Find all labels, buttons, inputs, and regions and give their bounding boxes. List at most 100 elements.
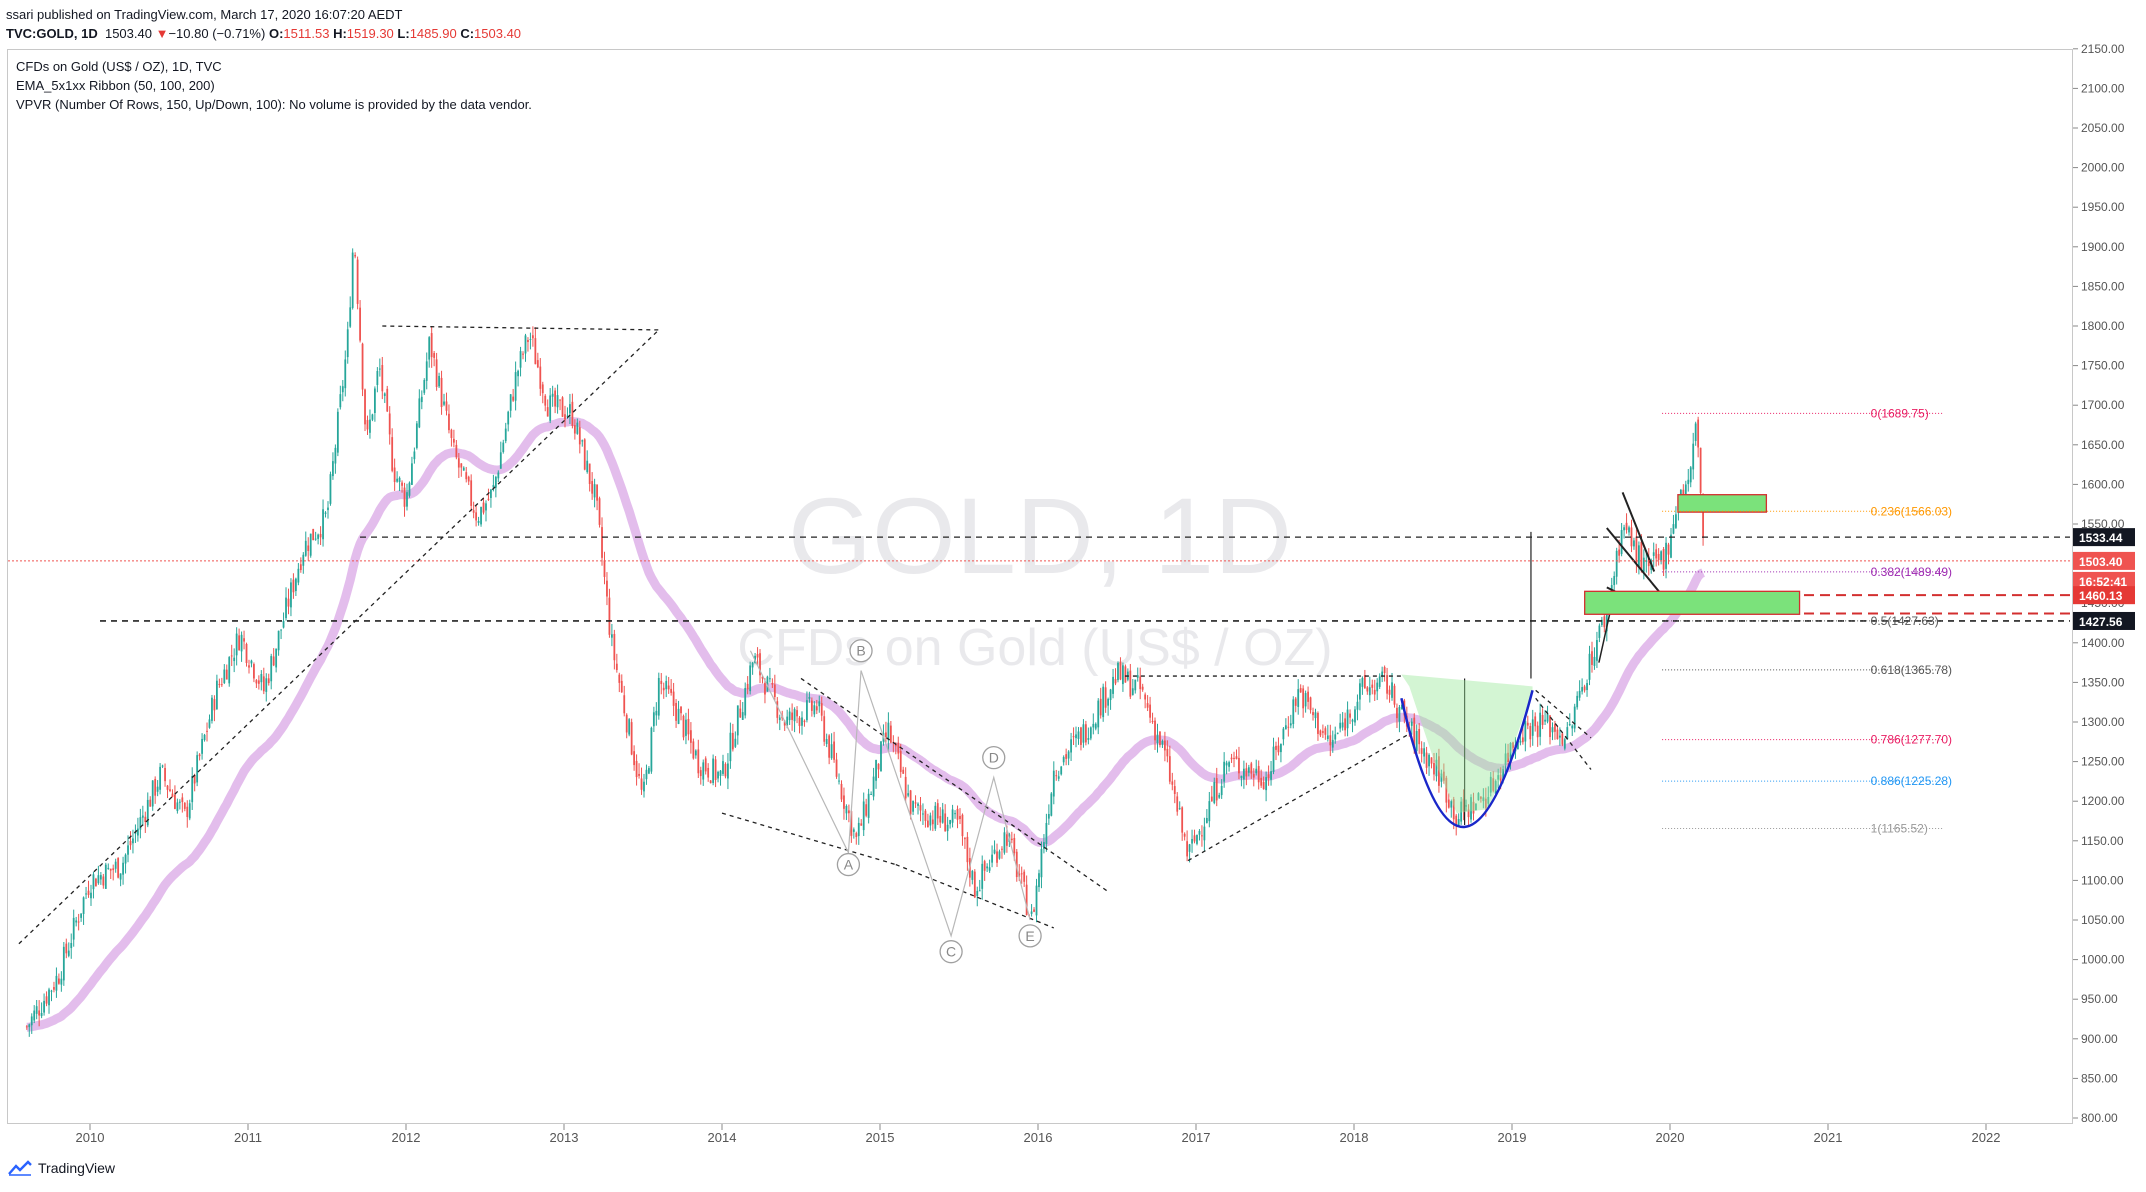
candle-body bbox=[1262, 782, 1265, 790]
candle-body bbox=[1238, 757, 1240, 774]
candle-body bbox=[1055, 775, 1058, 777]
candle-body bbox=[1415, 731, 1418, 751]
price-tick-label: 1650.00 bbox=[2081, 438, 2125, 452]
candle-body bbox=[1250, 763, 1253, 774]
candle-body bbox=[820, 703, 823, 716]
candle-body bbox=[1255, 768, 1258, 774]
candle-body bbox=[124, 854, 127, 864]
candle-body bbox=[1640, 541, 1643, 570]
candle-body bbox=[1267, 774, 1270, 779]
candle-body bbox=[332, 461, 334, 477]
candle-body bbox=[292, 579, 295, 593]
candle-body bbox=[581, 440, 584, 442]
tag-1427-bg bbox=[2073, 611, 2135, 630]
candle-body bbox=[941, 809, 944, 823]
candles bbox=[25, 248, 1704, 1037]
candle-body bbox=[1652, 552, 1655, 556]
candle-body bbox=[527, 339, 529, 343]
candle-body bbox=[954, 813, 956, 815]
candle-body bbox=[1477, 793, 1480, 801]
candle-body bbox=[564, 414, 566, 420]
candle-body bbox=[371, 414, 374, 420]
wave-label-circle[interactable] bbox=[982, 745, 1006, 770]
candle-body bbox=[1210, 796, 1213, 802]
candle-body bbox=[359, 307, 361, 341]
flag-upper-line[interactable] bbox=[1535, 689, 1592, 739]
demand-zone-box[interactable] bbox=[1584, 590, 1801, 615]
candle-body bbox=[1657, 553, 1660, 560]
candle-body bbox=[164, 767, 166, 782]
chart-pane[interactable] bbox=[7, 49, 2073, 1124]
cup-fill bbox=[1401, 674, 1533, 814]
candle-body bbox=[307, 545, 310, 552]
support-trend-line[interactable] bbox=[1187, 733, 1410, 862]
candle-body bbox=[606, 580, 608, 597]
candle-body bbox=[517, 370, 519, 377]
candle-body bbox=[25, 1026, 28, 1028]
supply-zone-box[interactable] bbox=[1677, 494, 1768, 513]
wave-label-circle[interactable] bbox=[939, 940, 963, 964]
candle-body bbox=[1020, 873, 1023, 875]
tradingview-footer[interactable]: TradingView bbox=[8, 1160, 115, 1176]
candle-body bbox=[1245, 768, 1248, 777]
candle-body bbox=[608, 597, 611, 635]
candle-body bbox=[40, 1013, 43, 1017]
price-tick-label: 850.00 bbox=[2081, 1071, 2118, 1085]
resistance-line[interactable] bbox=[382, 325, 662, 331]
candle-body bbox=[610, 634, 613, 638]
pennant-line[interactable] bbox=[1606, 527, 1663, 596]
flag-lower-line[interactable] bbox=[1535, 697, 1592, 770]
time-axis[interactable]: 2010 2011 2012 2013 2014 2015 2016 2017 2018 2019… bbox=[76, 1124, 2001, 1145]
candle-body bbox=[833, 741, 835, 760]
candle-body bbox=[349, 307, 352, 327]
wave-label-circle[interactable] bbox=[1018, 924, 1042, 948]
wave-label-circle[interactable] bbox=[836, 852, 861, 877]
candle-body bbox=[798, 717, 801, 726]
drawings[interactable]: A B C D E 0(1689.75) 0.236(1566.03) 0.382(1489.… bbox=[8, 325, 2070, 964]
time-tick-label: 2021 bbox=[1814, 1130, 1843, 1145]
candle-body bbox=[806, 700, 808, 721]
candle-body bbox=[919, 805, 922, 811]
candle-body bbox=[1161, 740, 1164, 745]
candle-body bbox=[539, 366, 542, 389]
candle-body bbox=[1233, 757, 1235, 759]
legend-vpvr[interactable]: VPVR (Number Of Rows, 150, Up/Down, 100)… bbox=[16, 97, 532, 112]
candle-body bbox=[112, 868, 115, 871]
countdown-bg bbox=[2073, 571, 2135, 590]
pennant-line-2[interactable] bbox=[1621, 491, 1656, 572]
candle-body bbox=[1163, 740, 1166, 751]
close-label: C: bbox=[460, 26, 475, 41]
uptrend-line[interactable] bbox=[18, 329, 660, 945]
wave-label-circle[interactable] bbox=[849, 639, 873, 663]
legend-ema-ribbon[interactable]: EMA_5x1xx Ribbon (50, 100, 200) bbox=[16, 78, 215, 93]
price-tick-label: 900.00 bbox=[2081, 1032, 2118, 1046]
candle-body bbox=[551, 393, 554, 397]
candle-body bbox=[739, 708, 742, 718]
candle-body bbox=[788, 711, 791, 721]
candle-body bbox=[457, 458, 460, 468]
cup-arc[interactable] bbox=[1400, 690, 1534, 829]
candle-body bbox=[593, 484, 596, 498]
candle-body bbox=[1052, 770, 1055, 797]
price-axis[interactable]: 800.00 850.00 900.00 950.00 1000.00 1050.00 11… bbox=[2073, 42, 2135, 1125]
candle-body bbox=[685, 719, 687, 736]
legend-series[interactable]: CFDs on Gold (US$ / OZ), 1D, TVC bbox=[16, 59, 222, 74]
wedge-upper-line[interactable] bbox=[800, 677, 1110, 893]
candle-body bbox=[956, 808, 959, 820]
wedge-lower-line[interactable] bbox=[721, 812, 896, 866]
candle-body bbox=[1265, 777, 1268, 791]
candle-body bbox=[1504, 753, 1507, 765]
candle-body bbox=[1023, 871, 1026, 882]
candle-body bbox=[825, 739, 828, 744]
candle-body bbox=[1314, 712, 1317, 719]
candle-body bbox=[393, 467, 396, 483]
candle-body bbox=[1099, 698, 1102, 716]
candle-body bbox=[198, 754, 201, 757]
candle-body bbox=[285, 597, 287, 619]
wave-path[interactable] bbox=[749, 650, 1031, 938]
candle-body bbox=[462, 467, 465, 471]
candle-body bbox=[329, 474, 332, 504]
candle-body bbox=[880, 741, 882, 772]
candle-body bbox=[255, 680, 258, 684]
